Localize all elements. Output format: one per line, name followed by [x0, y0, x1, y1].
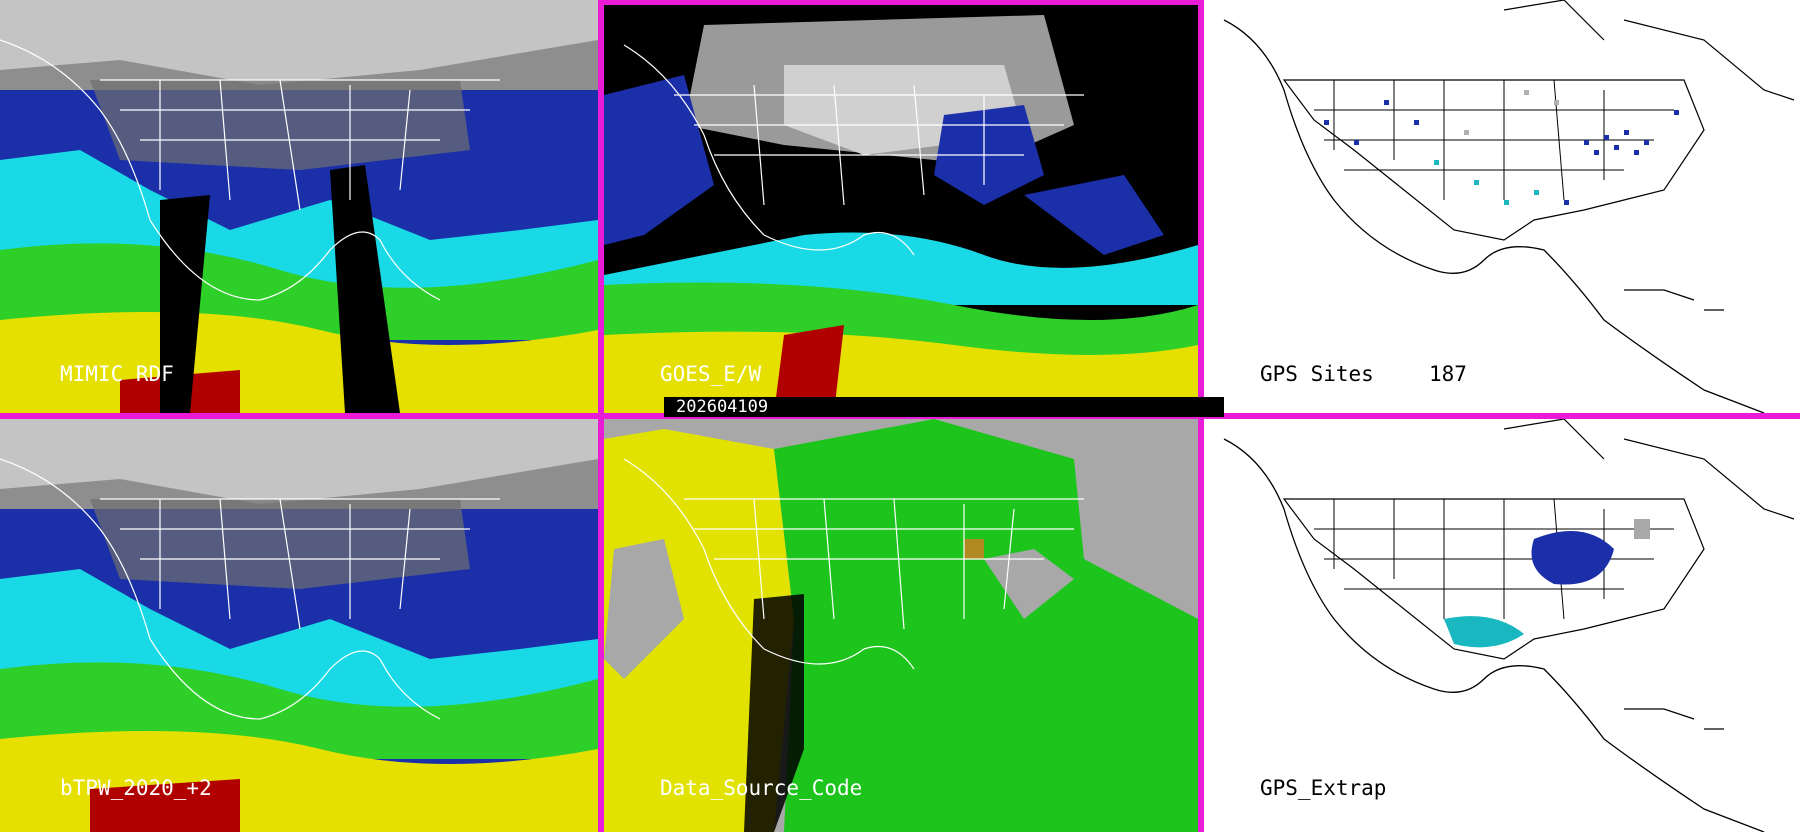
panel-gps-sites: GPS Sites 187 — [1204, 0, 1800, 413]
btpw-map — [0, 419, 598, 832]
panel-mimic-rdf: MIMIC RDF — [0, 0, 598, 413]
panel-btpw: bTPW_2020_+2 — [0, 419, 598, 832]
goes-map — [604, 5, 1198, 413]
timestamp-bar: 202604109 — [664, 397, 1224, 417]
gps-extrap-region-blue — [1531, 531, 1614, 585]
gps-sites-map — [1223, 0, 1795, 413]
panel-gps-extrap: GPS_Extrap — [1204, 419, 1800, 832]
gps-extrap-region-cyan — [1444, 616, 1524, 648]
gps-extrap-map — [1223, 419, 1795, 832]
panel-goes: GOES_E/W — [604, 5, 1198, 413]
mimic-map — [0, 0, 598, 413]
dsc-map — [604, 419, 1198, 832]
panel-label: bTPW_2020_+2 — [60, 776, 212, 800]
gps-site-count: 187 — [1429, 362, 1467, 386]
panel-label: MIMIC RDF — [60, 362, 174, 386]
panel-data-source-code: Data_Source_Code — [604, 419, 1198, 832]
gps-site-markers — [1324, 90, 1679, 205]
panel-label: Data_Source_Code — [660, 776, 863, 800]
panel-label: GPS Sites — [1260, 362, 1374, 386]
panel-label: GPS_Extrap — [1260, 776, 1387, 800]
panel-label: GOES_E/W — [660, 362, 762, 386]
